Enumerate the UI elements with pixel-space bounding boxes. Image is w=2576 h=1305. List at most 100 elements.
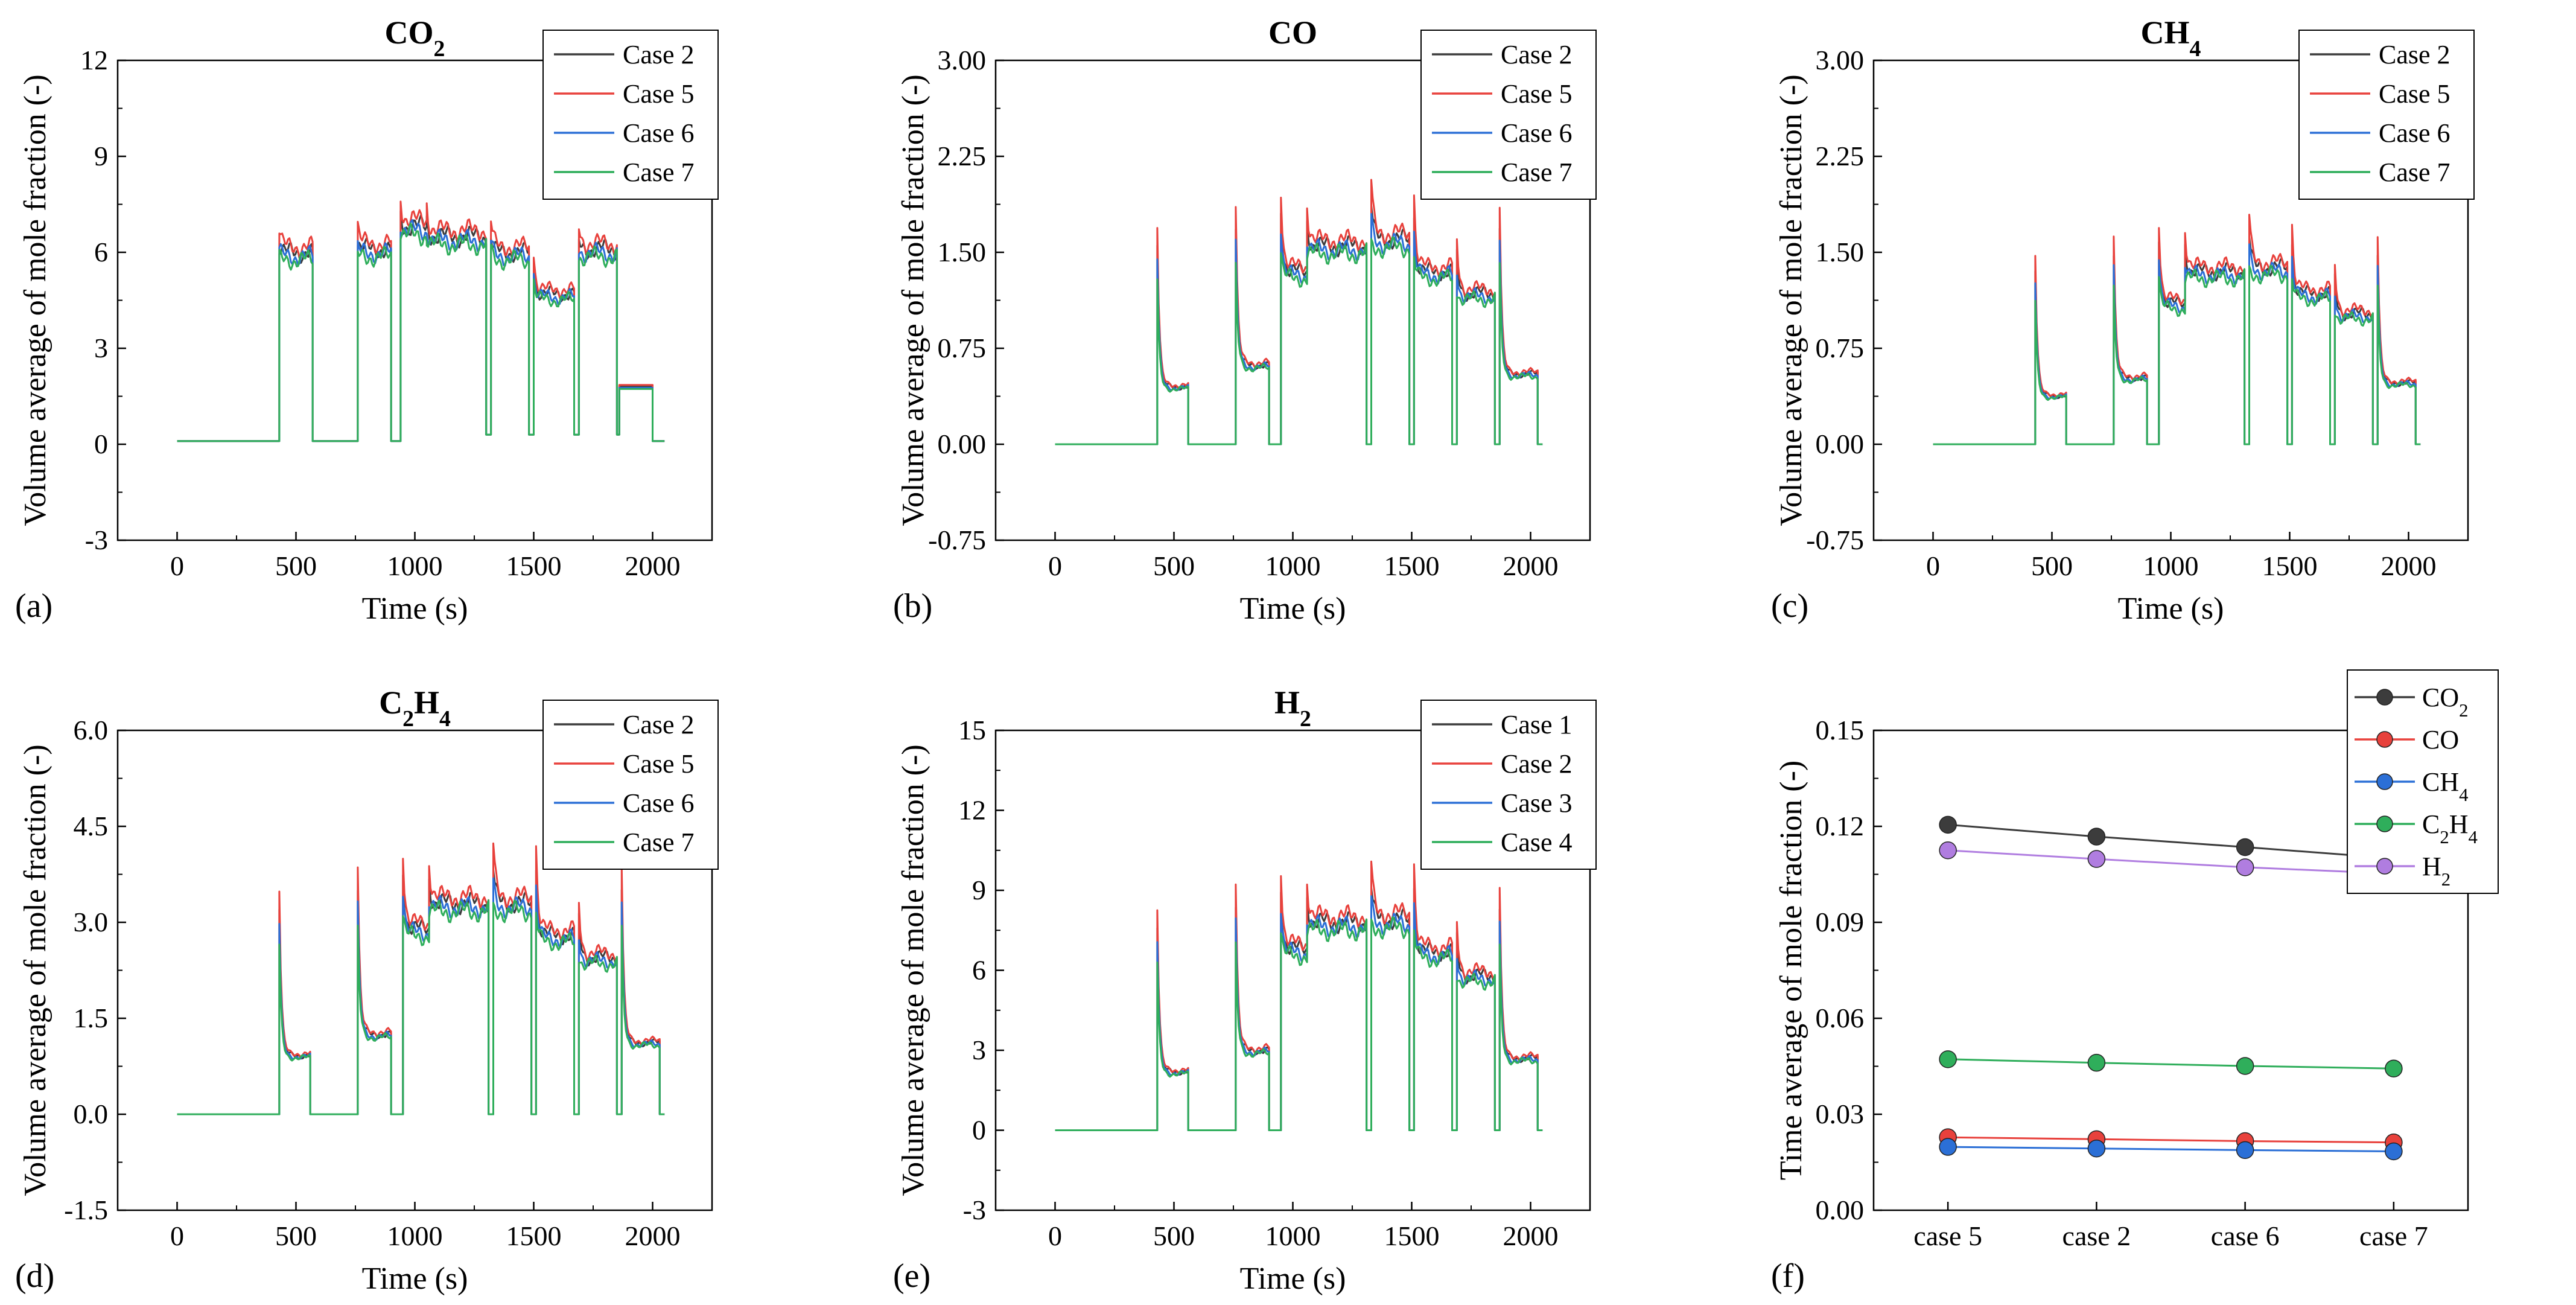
panel-title: CO2	[385, 14, 445, 62]
legend-marker	[2376, 773, 2393, 790]
x-tick-label: 0	[170, 1220, 184, 1251]
data-point	[1939, 815, 1957, 834]
legend-label: Case 7	[1501, 158, 1573, 187]
y-tick-label: 0	[972, 1115, 986, 1146]
panel-title: CO	[1268, 14, 1317, 51]
y-tick-label: 4.5	[74, 811, 109, 841]
series-line-case-5	[1933, 214, 2421, 445]
series-line-3	[1948, 1058, 2394, 1070]
legend-label: Case 6	[2379, 118, 2450, 148]
data-point	[1939, 1050, 1957, 1068]
x-tick-label: 2000	[2381, 550, 2437, 581]
y-tick-label: -1.5	[64, 1195, 108, 1225]
y-axis-label: Volume average of mole fraction (-)	[1774, 74, 1808, 526]
series-line-case-2	[1055, 205, 1543, 445]
series-line-case-4	[1055, 916, 1543, 1131]
legend-label: Case 4	[1501, 828, 1573, 857]
x-axis-label: Time (s)	[362, 1262, 468, 1296]
x-tick-label: 1000	[387, 550, 443, 581]
legend-label: Case 2	[623, 40, 695, 69]
x-tick-label: case 2	[2062, 1220, 2131, 1251]
series-line-0	[1947, 823, 2394, 860]
y-tick-label: 9	[972, 875, 986, 905]
panel-e: -3 0 3 6 9 12 15 0 500 1000 1500 2000 Volume average…	[893, 684, 1597, 1296]
panel-label: (e)	[893, 1257, 930, 1295]
y-tick-label: 3.00	[938, 45, 987, 75]
y-tick-label: 6	[972, 955, 986, 986]
legend-label: Case 5	[2379, 79, 2450, 109]
y-axis-label: Volume average of mole fraction (-)	[18, 74, 52, 526]
legend-label: Case 5	[623, 749, 695, 779]
x-tick-label: 2000	[1503, 550, 1559, 581]
data-point	[2087, 1139, 2106, 1158]
series-line-case-5	[177, 200, 665, 442]
x-tick-label: 500	[2031, 550, 2073, 581]
x-axis-label: Time (s)	[1240, 1262, 1346, 1296]
y-tick-label: 3	[94, 333, 108, 363]
y-tick-label: 12	[958, 795, 986, 826]
series-line-case-2	[177, 869, 665, 1115]
legend-label: CO2	[2422, 683, 2469, 721]
y-tick-label: 3.0	[74, 907, 109, 937]
y-tick-label: 6.0	[74, 715, 109, 745]
y-tick-label: 0.75	[1816, 333, 1865, 363]
panel-label: (a)	[15, 587, 52, 625]
series-line-case-2	[1055, 860, 1543, 1131]
data-point	[1939, 841, 1957, 860]
y-tick-label: 2.25	[1816, 141, 1865, 171]
data-point	[2087, 1053, 2106, 1072]
series-line-case-6	[1933, 243, 2421, 445]
series-line-case-6	[177, 877, 665, 1115]
y-tick-label: 0.00	[1816, 1195, 1865, 1225]
panel-a: -3 0 3 6 9 12 0 500 1000 1500 2000 Volume average o…	[15, 14, 719, 626]
legend-label: Case 1	[1501, 710, 1573, 739]
y-tick-label: 1.50	[938, 237, 987, 267]
legend-label: Case 7	[623, 828, 695, 857]
x-tick-label: 500	[275, 550, 317, 581]
x-axis-label: Time (s)	[1240, 592, 1346, 626]
y-tick-label: 3.00	[1816, 45, 1865, 75]
x-tick-label: case 5	[1913, 1220, 1982, 1251]
legend-label: Case 6	[1501, 118, 1573, 148]
data-point	[2087, 850, 2106, 868]
x-tick-label: 0	[1926, 550, 1940, 581]
y-tick-label: 1.5	[74, 1003, 109, 1033]
x-tick-label: 2000	[1503, 1220, 1559, 1251]
legend-label: Case 5	[623, 79, 695, 109]
data-point	[1939, 1138, 1957, 1156]
series-line-4	[1948, 849, 2394, 875]
legend-label: Case 2	[2379, 40, 2450, 69]
y-tick-label: 0.03	[1816, 1099, 1865, 1129]
series-line-2	[1948, 1146, 2394, 1152]
y-tick-label: 6	[94, 237, 108, 267]
x-tick-label: 500	[1153, 1220, 1195, 1251]
y-tick-label: 0.0	[74, 1099, 109, 1129]
x-tick-label: 1000	[1265, 1220, 1321, 1251]
legend-label: Case 6	[623, 118, 695, 148]
panel-c: -0.75 0.00 0.75 1.50 2.25 3.00 0 500 1000 1500 200…	[1771, 14, 2475, 626]
series-line-case-7	[177, 899, 665, 1115]
y-tick-label: 1.50	[1816, 237, 1865, 267]
series-line-case-1	[1055, 887, 1543, 1131]
x-tick-label: 2000	[625, 1220, 681, 1251]
panel-d: -1.5 0.0 1.5 3.0 4.5 6.0 0 500 1000 1500 2000 Volum…	[15, 684, 719, 1296]
legend-label: Case 7	[2379, 158, 2450, 187]
data-point	[2087, 828, 2106, 846]
series-line-case-2	[1933, 236, 2421, 445]
y-tick-label: 0	[94, 429, 108, 459]
y-tick-label: 0.12	[1816, 811, 1865, 841]
data-point	[2236, 1057, 2254, 1075]
data-point	[2236, 1141, 2254, 1160]
y-axis-label: Volume average of mole fraction (-)	[896, 74, 930, 526]
x-tick-label: 500	[275, 1220, 317, 1251]
x-tick-label: case 7	[2359, 1220, 2428, 1251]
legend-label: Case 2	[1501, 749, 1573, 779]
y-tick-label: 9	[94, 141, 108, 171]
panel-title: CH4	[2141, 14, 2201, 62]
x-tick-label: case 6	[2211, 1220, 2280, 1251]
series-line-case-7	[177, 222, 665, 442]
y-axis-label: Volume average of mole fraction (-)	[896, 744, 930, 1196]
x-tick-label: 2000	[625, 550, 681, 581]
legend-marker	[2376, 858, 2393, 875]
